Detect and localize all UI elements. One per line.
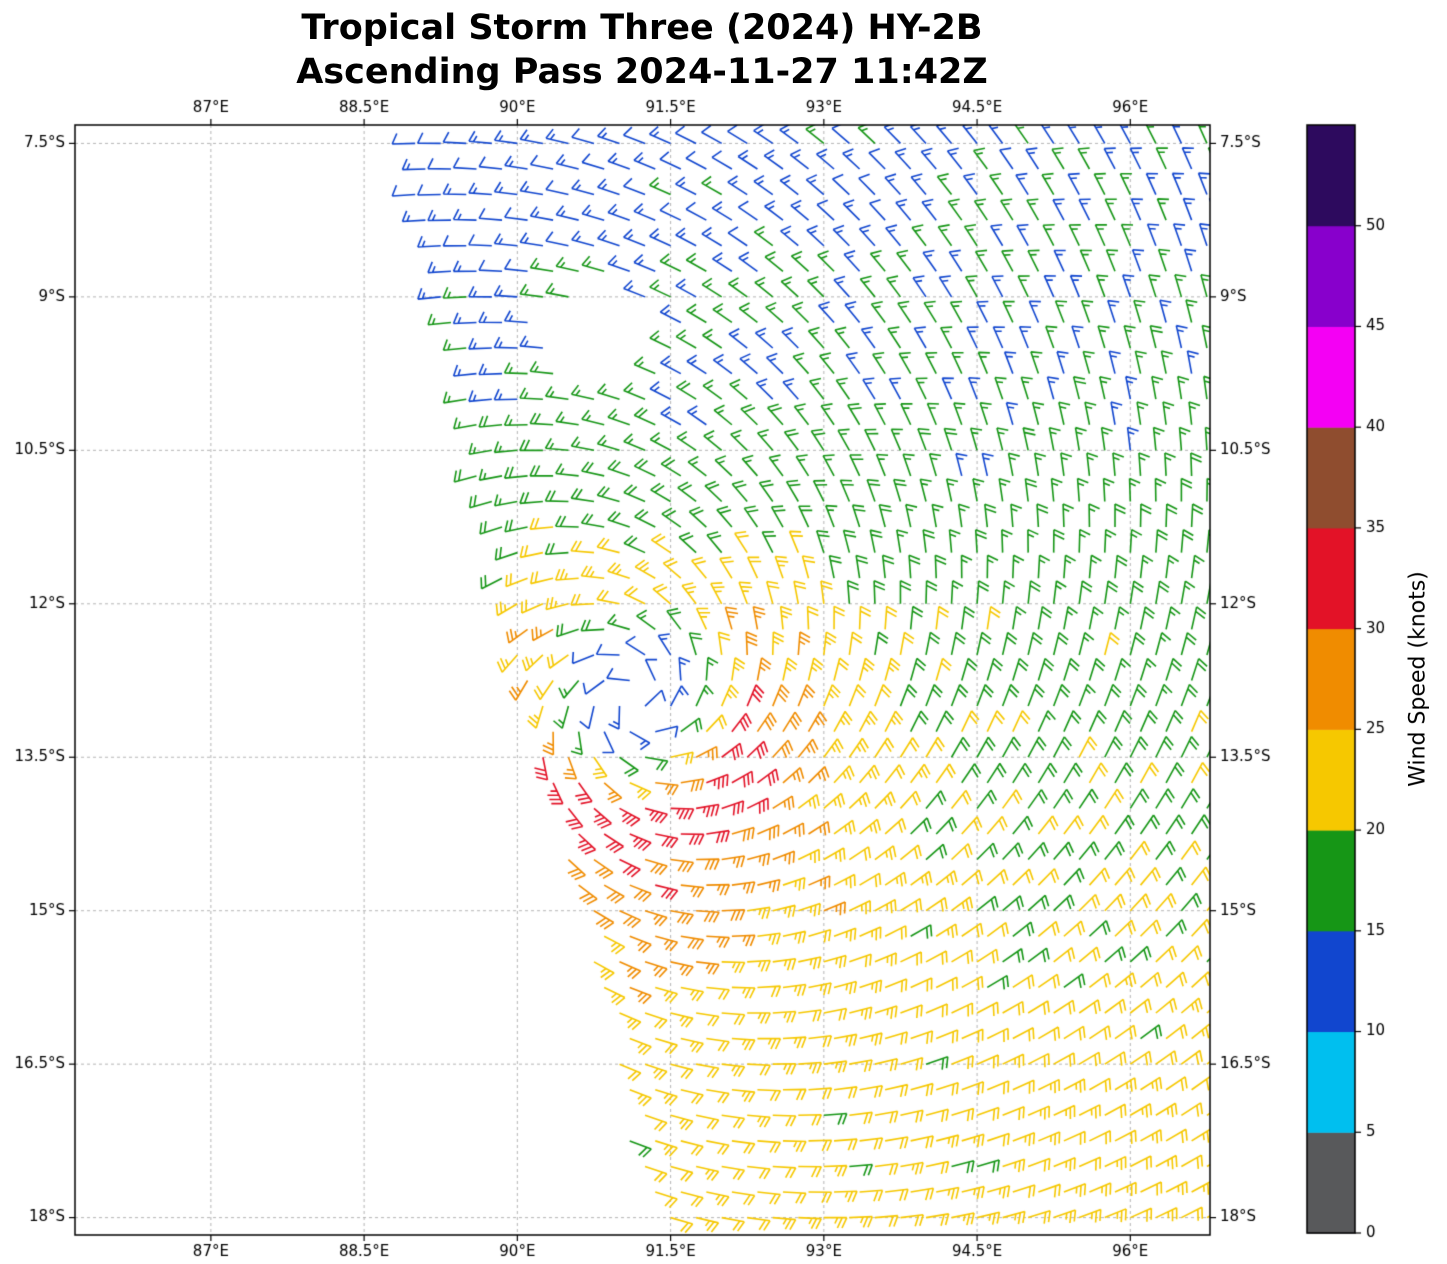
chart-title: Tropical Storm Three (2024) HY-2B Ascend… [0, 6, 1284, 94]
chart-title-line2: Ascending Pass 2024-11-27 11:42Z [296, 52, 988, 92]
colorbar-label: Wind Speed (knots) [1405, 571, 1431, 787]
chart-title-line1: Tropical Storm Three (2024) HY-2B [301, 8, 983, 48]
